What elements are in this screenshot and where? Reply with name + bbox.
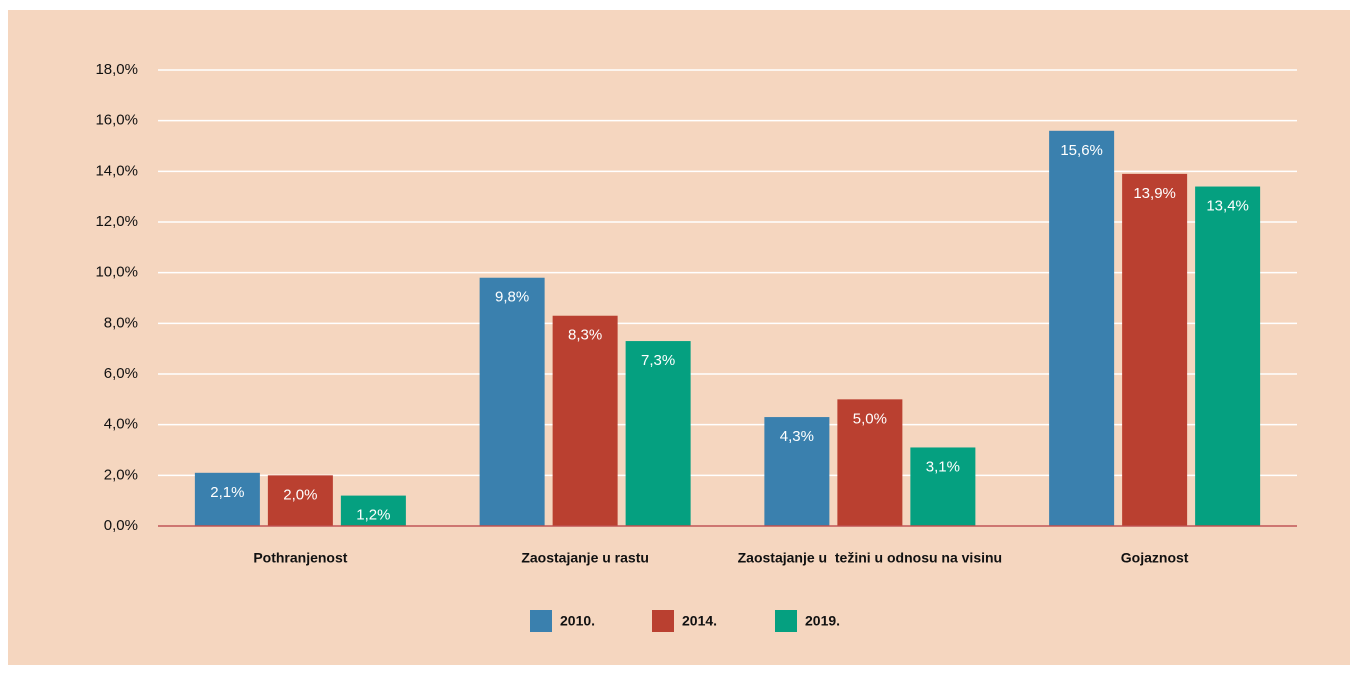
- bar: [194, 472, 260, 526]
- legend-swatch: [775, 610, 797, 632]
- y-tick-label: 18,0%: [95, 61, 138, 78]
- value-label: 7,3%: [641, 352, 675, 369]
- value-label: 13,9%: [1133, 185, 1176, 202]
- legend-label: 2019.: [805, 613, 840, 629]
- value-label: 9,8%: [495, 289, 529, 306]
- y-tick-label: 8,0%: [104, 314, 138, 331]
- value-label: 15,6%: [1060, 142, 1103, 159]
- bar: [479, 277, 545, 526]
- y-tick-label: 6,0%: [104, 365, 138, 382]
- x-tick-label: Gojaznost: [1121, 550, 1189, 566]
- bar: [1122, 173, 1188, 526]
- value-label: 13,4%: [1206, 198, 1249, 215]
- bar: [837, 399, 903, 526]
- legend-swatch: [530, 610, 552, 632]
- y-tick-label: 16,0%: [95, 112, 138, 129]
- bar: [1049, 130, 1115, 527]
- bar: [552, 315, 618, 526]
- value-label: 8,3%: [568, 327, 602, 344]
- y-tick-label: 12,0%: [95, 213, 138, 230]
- bar: [910, 447, 976, 526]
- value-label: 2,0%: [283, 486, 317, 503]
- x-tick-label: Zaostajanje u težini u odnosu na visinu: [738, 550, 1002, 566]
- y-tick-label: 2,0%: [104, 466, 138, 483]
- bar: [764, 417, 830, 526]
- x-tick-label: Pothranjenost: [253, 550, 347, 566]
- bar: [267, 475, 333, 526]
- bar: [1195, 186, 1261, 527]
- bar: [625, 341, 691, 526]
- value-label: 5,0%: [853, 410, 887, 427]
- y-tick-label: 10,0%: [95, 264, 138, 281]
- value-label: 2,1%: [210, 484, 244, 501]
- value-label: 1,2%: [356, 507, 390, 524]
- y-tick-label: 14,0%: [95, 162, 138, 179]
- legend-swatch: [652, 610, 674, 632]
- legend-label: 2010.: [560, 613, 595, 629]
- x-tick-label: Zaostajanje u rastu: [521, 550, 649, 566]
- y-tick-label: 0,0%: [104, 517, 138, 534]
- value-label: 4,3%: [780, 428, 814, 445]
- y-tick-label: 4,0%: [104, 416, 138, 433]
- value-label: 3,1%: [926, 458, 960, 475]
- legend-label: 2014.: [682, 613, 717, 629]
- bar: [340, 495, 406, 526]
